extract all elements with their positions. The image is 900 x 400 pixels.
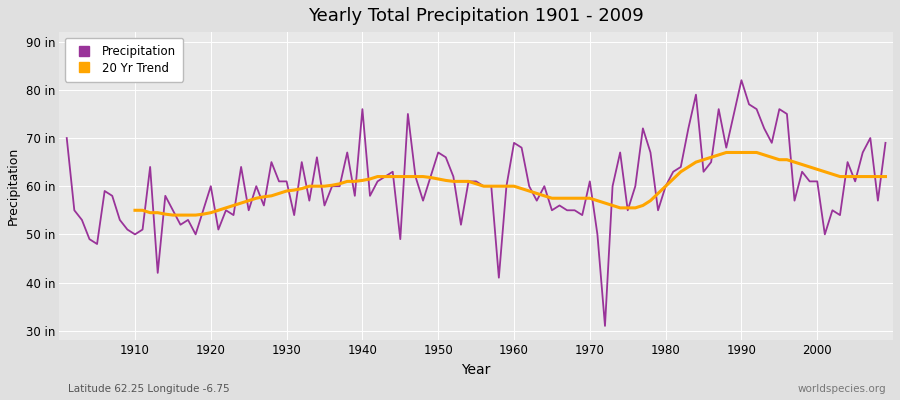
Title: Yearly Total Precipitation 1901 - 2009: Yearly Total Precipitation 1901 - 2009 [308, 7, 644, 25]
Y-axis label: Precipitation: Precipitation [7, 147, 20, 225]
Text: Latitude 62.25 Longitude -6.75: Latitude 62.25 Longitude -6.75 [68, 384, 230, 394]
X-axis label: Year: Year [462, 363, 490, 377]
Text: worldspecies.org: worldspecies.org [798, 384, 886, 394]
Legend: Precipitation, 20 Yr Trend: Precipitation, 20 Yr Trend [65, 38, 183, 82]
